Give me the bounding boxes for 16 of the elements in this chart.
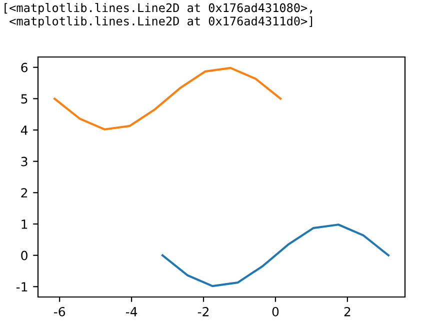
line-series — [161, 224, 390, 288]
x-tick-label: -4 — [126, 307, 138, 316]
y-tick-label: 4 — [20, 126, 28, 135]
y-tick-label: -1 — [16, 282, 28, 292]
y-tick-label: 3 — [21, 156, 28, 166]
y-tick-label: 6 — [21, 62, 28, 72]
y-tick-label: 2 — [21, 188, 28, 198]
x-tick-label: 0 — [272, 306, 279, 316]
y-tick-label: 1 — [22, 220, 28, 229]
x-tick-label: 2 — [344, 306, 350, 316]
x-tick-label: -2 — [198, 306, 208, 316]
y-tick-label: 0 — [21, 250, 28, 260]
line-series — [54, 66, 282, 130]
y-tick-label: 5 — [21, 94, 28, 104]
text: [<matplotlib.lines.Line2D at 0x176ad431080>, <matplotlib.lines.Line2D at 0x176ad4311d0>] — [4, 3, 312, 28]
x-tick-label: -6 — [54, 306, 66, 316]
